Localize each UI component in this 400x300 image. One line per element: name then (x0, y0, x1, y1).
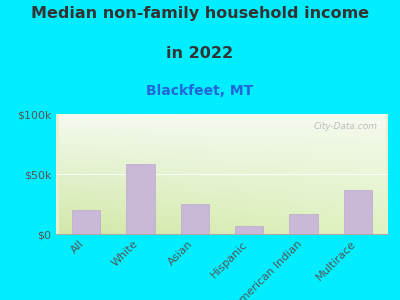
Bar (290, 214, 318, 234)
Text: Median non-family household income: Median non-family household income (31, 6, 369, 21)
Bar (181, 204, 209, 234)
Text: City-Data.com: City-Data.com (314, 122, 378, 131)
Bar (235, 226, 263, 234)
Bar (344, 190, 372, 234)
Text: Blackfeet, MT: Blackfeet, MT (146, 84, 254, 98)
Text: in 2022: in 2022 (166, 46, 234, 62)
Bar (126, 164, 154, 234)
Bar (72, 210, 100, 234)
